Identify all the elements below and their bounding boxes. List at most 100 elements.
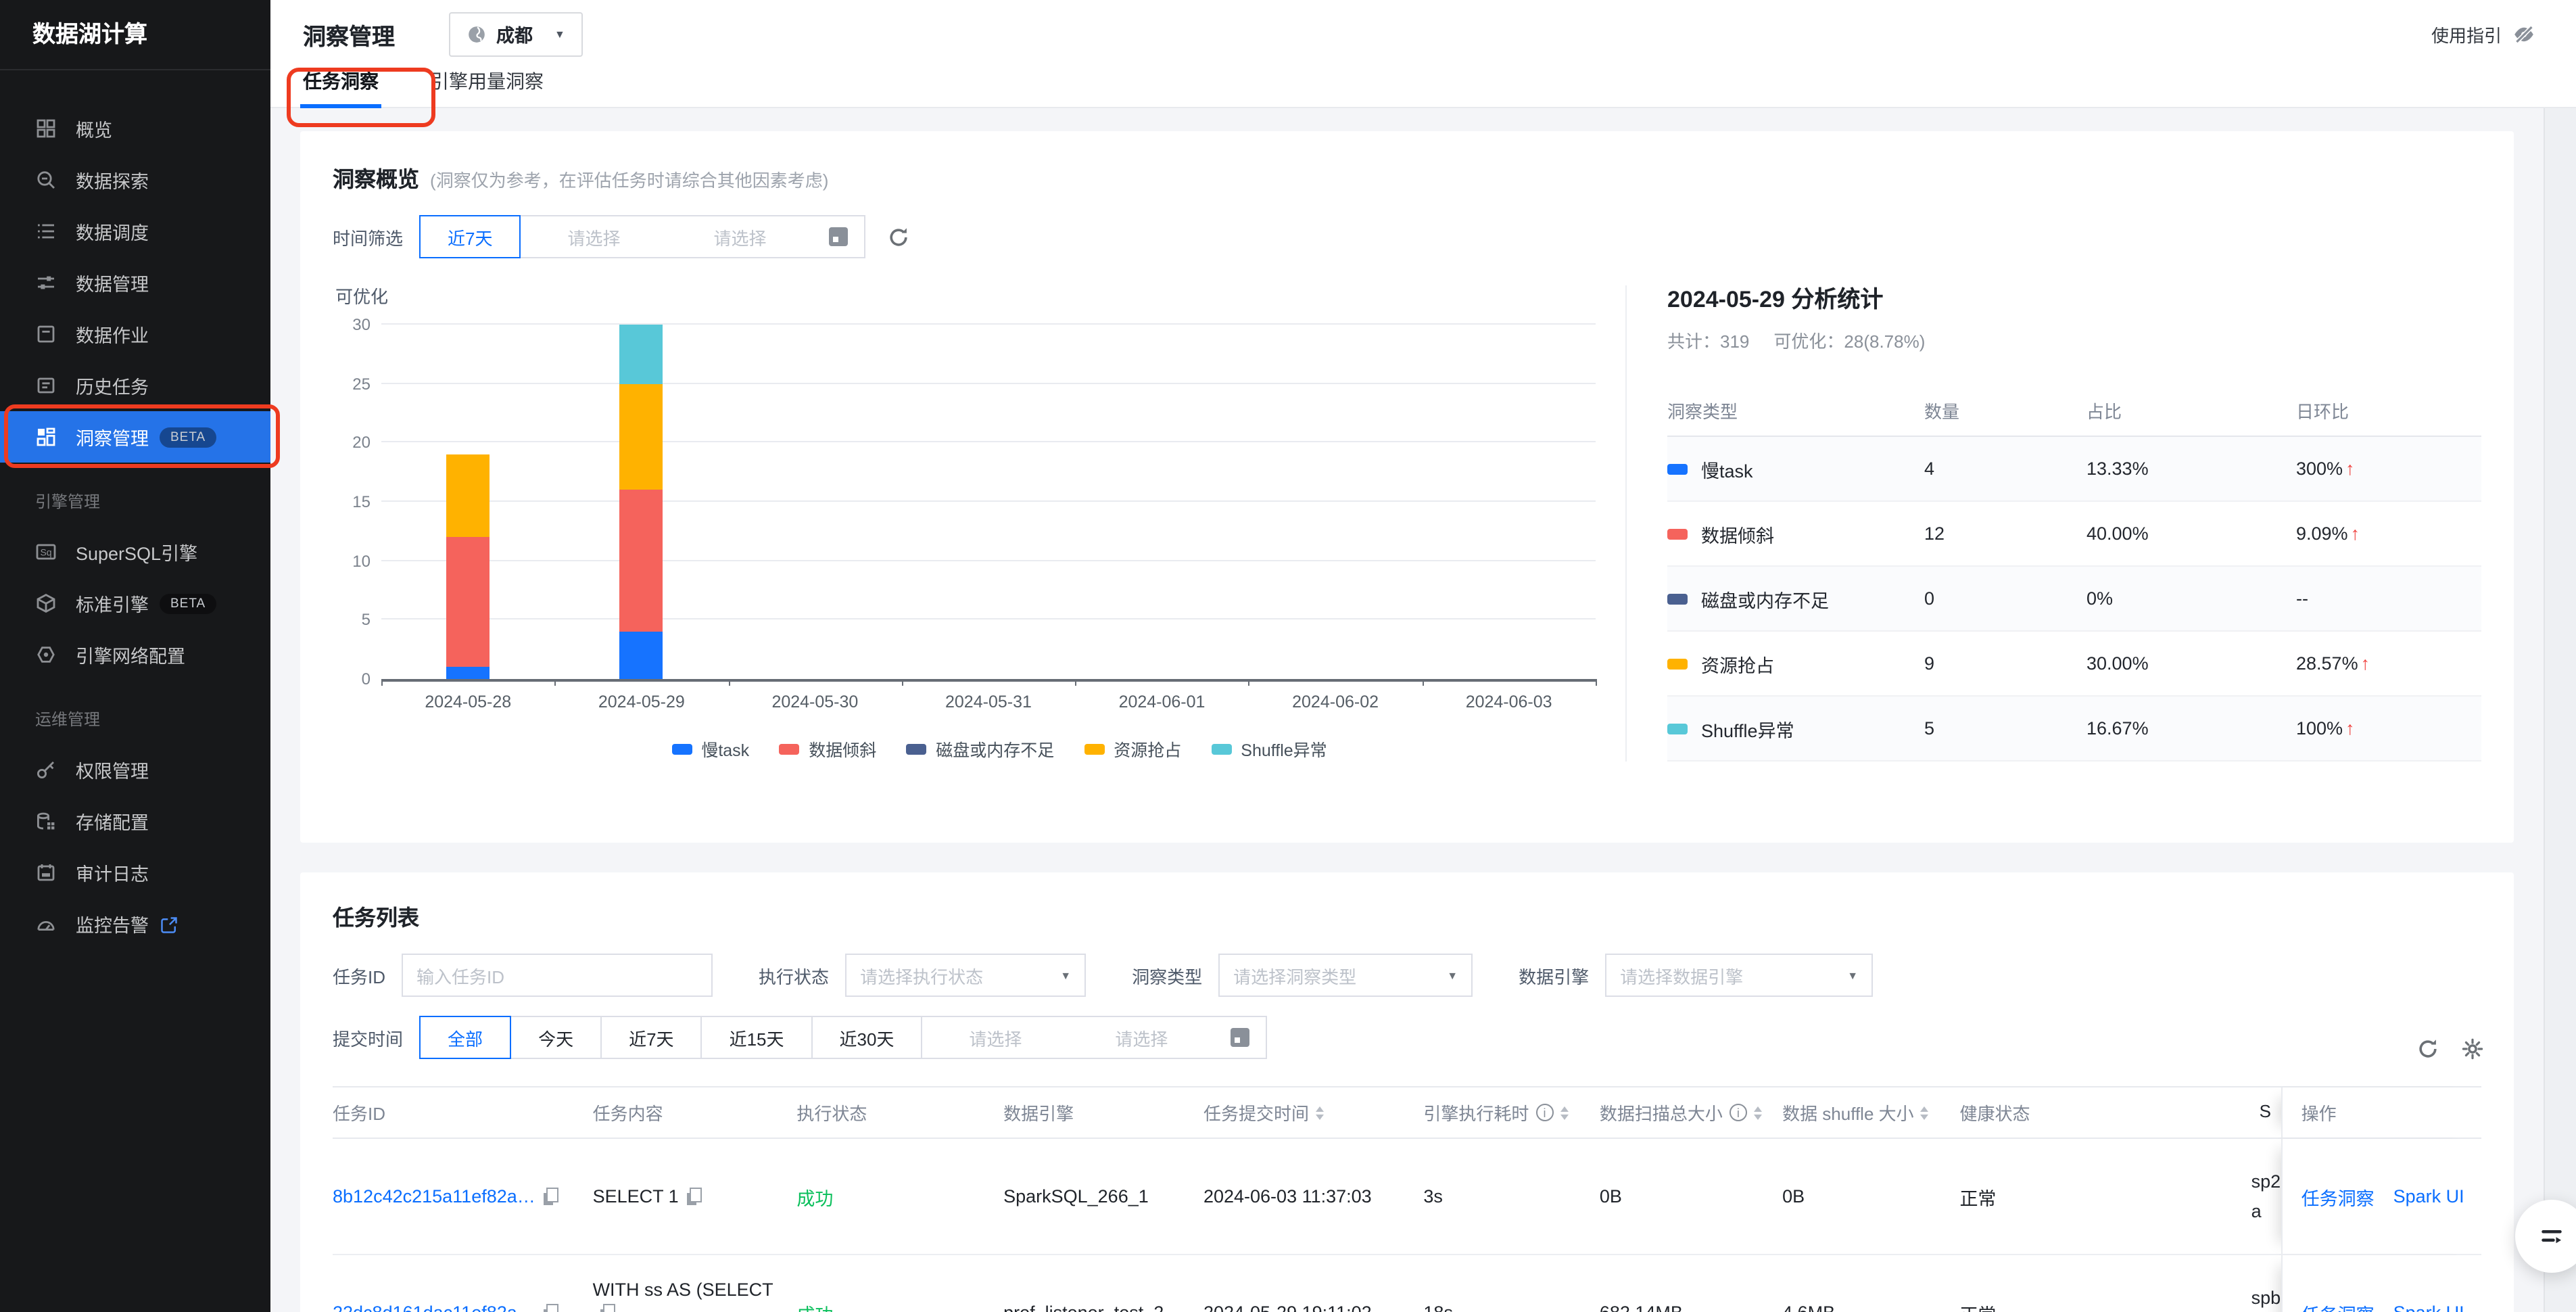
info-icon[interactable]: [1729, 1104, 1747, 1121]
tab-engine-usage-insight[interactable]: 引擎用量洞察: [430, 70, 544, 92]
chart-legend: 慢task 数据倾斜 磁盘或内存不足 资源抢占 Shuffle异常: [381, 736, 1617, 762]
col-task-content: 任务内容: [592, 1104, 663, 1124]
y-axis-tick-label: 5: [361, 610, 371, 630]
tab-task-insight[interactable]: 任务洞察: [300, 68, 381, 108]
calendar-icon: [829, 227, 849, 246]
shuffle-size: 0B: [1782, 1186, 1805, 1206]
col-submit-time[interactable]: 任务提交时间: [1203, 1100, 1423, 1125]
task-id-link[interactable]: 8b12c42c215a11ef82a052...: [333, 1186, 535, 1206]
sort-icon[interactable]: [1753, 1106, 1762, 1119]
submit-range-today[interactable]: 今天: [510, 1016, 602, 1059]
bar-segment: [446, 454, 490, 538]
stats-title: 2024-05-29 分析统计: [1667, 287, 1884, 312]
data-engine-select[interactable]: 请选择数据引擎: [1605, 954, 1874, 997]
sidebar-item-history-tasks[interactable]: 历史任务: [0, 360, 270, 411]
submit-date-end-input[interactable]: 请选择: [1115, 1029, 1168, 1049]
legend-item[interactable]: 资源抢占: [1084, 736, 1181, 762]
legend-item[interactable]: Shuffle异常: [1211, 736, 1327, 762]
date-start-input[interactable]: 请选择: [567, 228, 621, 248]
submit-range-7d[interactable]: 近7天: [600, 1016, 702, 1059]
col-scan-size[interactable]: 数据扫描总大小: [1600, 1100, 1782, 1125]
table-refresh-button[interactable]: [2416, 1037, 2439, 1060]
search-icon: [35, 169, 57, 191]
bar-segment: [619, 632, 663, 679]
spark-ui-link[interactable]: Spark UI: [2393, 1186, 2464, 1206]
eye-slash-icon: [2514, 24, 2533, 43]
insight-overview-card: 洞察概览 (洞察仅为参考，在评估任务时请综合其他因素考虑) 时间筛选 近7天 请…: [300, 131, 2514, 843]
col-exec-status: 执行状态: [796, 1104, 867, 1124]
task-id-input[interactable]: 输入任务ID: [402, 954, 713, 997]
sidebar-item-data-manage[interactable]: 数据管理: [0, 257, 270, 308]
series-swatch: [1667, 723, 1688, 734]
sidebar-item-permission[interactable]: 权限管理: [0, 744, 270, 795]
task-insight-link[interactable]: 任务洞察: [2301, 1299, 2375, 1312]
scrollbar-rail[interactable]: [2544, 108, 2576, 1312]
legend-item[interactable]: 慢task: [671, 736, 749, 762]
col-shuffle-size[interactable]: 数据 shuffle 大小: [1782, 1100, 1959, 1125]
up-arrow-icon: ↑: [2360, 653, 2370, 674]
sidebar-item-data-schedule[interactable]: 数据调度: [0, 206, 270, 257]
exec-status-label: 执行状态: [759, 966, 830, 987]
time-filter-label: 时间筛选: [333, 228, 404, 248]
sidebar-item-data-jobs[interactable]: 数据作业: [0, 308, 270, 360]
x-axis-tick: [728, 679, 730, 686]
submit-time-label: 提交时间: [333, 1029, 404, 1049]
legend-item[interactable]: 数据倾斜: [779, 736, 876, 762]
col-engine-duration[interactable]: 引擎执行耗时: [1423, 1100, 1599, 1125]
stats-row: 资源抢占 9 30.00% 28.57% ↑: [1667, 632, 2481, 697]
info-icon[interactable]: [1535, 1104, 1554, 1121]
exec-status-select[interactable]: 请选择执行状态: [845, 954, 1087, 997]
y-axis-tick-label: 0: [361, 670, 371, 688]
sort-icon[interactable]: [1316, 1106, 1324, 1119]
sidebar-item-engine-network[interactable]: 引擎网络配置: [0, 629, 270, 680]
submit-range-15d[interactable]: 近15天: [700, 1016, 813, 1059]
spark-ui-link[interactable]: Spark UI: [2393, 1303, 2464, 1312]
legend-item[interactable]: 磁盘或内存不足: [906, 736, 1054, 762]
sort-icon[interactable]: [1920, 1106, 1929, 1119]
table-settings-gear-icon[interactable]: [2461, 1037, 2484, 1060]
sidebar-item-audit-log[interactable]: 审计日志: [0, 847, 270, 898]
insight-type-select[interactable]: 请选择洞察类型: [1218, 954, 1473, 997]
engine-duration: 18s: [1423, 1303, 1599, 1312]
sidebar-item-standard-engine[interactable]: 标准引擎 BETA: [0, 578, 270, 629]
sidebar-item-overview[interactable]: 概览: [0, 103, 270, 154]
usage-guide-button[interactable]: 使用指引: [2431, 21, 2535, 47]
sidebar-item-data-explore[interactable]: 数据探索: [0, 154, 270, 206]
stats-total: 共计：319: [1667, 331, 1750, 352]
col-clipped: S: [2259, 1101, 2271, 1122]
stats-col-count: 数量: [1924, 402, 1960, 422]
section-title-overview: 洞察概览: [333, 169, 420, 192]
quick-range-7d-button[interactable]: 近7天: [419, 215, 521, 258]
task-insight-link[interactable]: 任务洞察: [2301, 1188, 2375, 1209]
x-axis-label: 2024-06-01: [1118, 693, 1206, 711]
sidebar-group-ops: 运维管理: [35, 710, 101, 729]
region-selector[interactable]: 成都 ▼: [449, 11, 583, 56]
submit-date-range-picker[interactable]: 请选择 请选择: [921, 1016, 1268, 1059]
submit-date-start-input[interactable]: 请选择: [969, 1029, 1022, 1049]
document-icon: [35, 323, 57, 345]
collapse-panel-button[interactable]: [2515, 1200, 2576, 1273]
beta-badge: BETA: [160, 427, 217, 447]
sidebar-item-supersql-engine[interactable]: Sq SuperSQL引擎: [0, 526, 270, 578]
copy-icon[interactable]: [600, 1304, 616, 1312]
copy-icon[interactable]: [544, 1188, 558, 1205]
date-range-picker[interactable]: 请选择 请选择: [519, 215, 866, 258]
sidebar-item-storage-config[interactable]: 存储配置: [0, 795, 270, 847]
submit-range-all[interactable]: 全部: [419, 1016, 512, 1059]
stats-row: 数据倾斜 12 40.00% 9.09% ↑: [1667, 502, 2481, 567]
sidebar-item-monitor-alarm[interactable]: 监控告警: [0, 898, 270, 950]
copy-icon[interactable]: [686, 1188, 702, 1205]
task-id-link[interactable]: 22dc8d161dac11ef82a052...: [333, 1303, 535, 1312]
sort-icon[interactable]: [1560, 1106, 1569, 1119]
health-status: 正常: [1959, 1299, 2142, 1312]
bar-slot: [1249, 327, 1423, 679]
scan-size: 682.14MB: [1600, 1303, 1782, 1312]
copy-icon[interactable]: [544, 1304, 558, 1312]
task-table: 任务ID 任务内容 执行状态 数据引擎 任务提交时间 引擎执行耗时 数据扫描总大…: [333, 1086, 2481, 1312]
refresh-button[interactable]: [888, 225, 911, 248]
sidebar-item-insight-manage[interactable]: 洞察管理 BETA: [0, 404, 280, 468]
date-end-input[interactable]: 请选择: [713, 228, 767, 248]
task-row: 8b12c42c215a11ef82a052... SELECT 1 成功 Sp…: [333, 1139, 2481, 1255]
up-arrow-icon: ↑: [2345, 718, 2355, 739]
submit-range-30d[interactable]: 近30天: [811, 1016, 923, 1059]
